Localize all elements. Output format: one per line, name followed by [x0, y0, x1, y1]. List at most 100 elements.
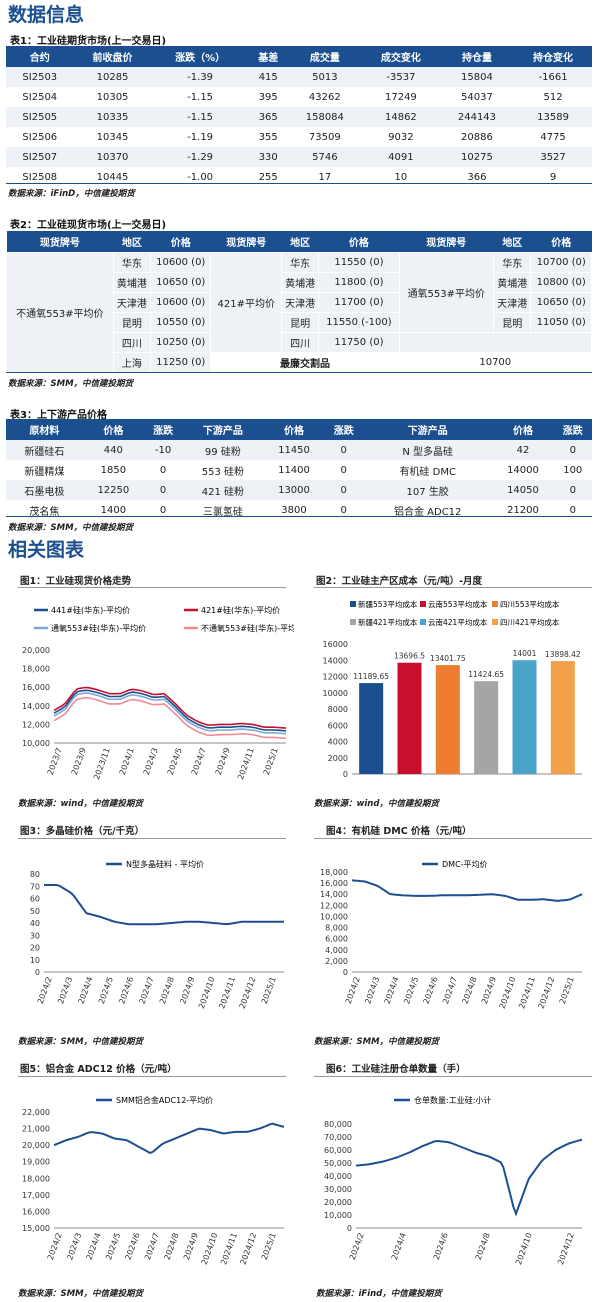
table-cell: 11800 (0) — [318, 271, 400, 293]
x-tick-label: 2025/1 — [262, 747, 280, 777]
x-tick-label: 2024/8 — [158, 976, 176, 1006]
table-cell: 11550 (-100) — [318, 311, 400, 333]
y-tick-label: 6,000 — [325, 935, 348, 944]
table-cell: 12250 — [82, 480, 144, 500]
table-cell: 15804 — [439, 67, 515, 87]
table-cell: 330 — [248, 147, 288, 167]
table-cell: 21200 — [492, 500, 554, 520]
table-cell: 10800 (0) — [530, 271, 592, 293]
section-title-charts: 相关图表 — [8, 539, 85, 561]
table-cell: 421 硅粉 — [182, 480, 264, 500]
x-tick-label: 2023/11 — [92, 747, 112, 781]
table-cell: 14862 — [361, 107, 440, 127]
fig6-title: 图6：工业硅注册仓单数量（手） — [326, 1064, 466, 1075]
x-tick-label: 2024/12 — [238, 976, 258, 1010]
y-tick-label: 10,000 — [22, 739, 50, 748]
bar — [435, 665, 460, 774]
fig4-title: 图4：有机硅 DMC 价格（元/吨） — [326, 826, 472, 837]
y-tick-label: 12000 — [323, 673, 348, 682]
x-tick-label: 2024/7 — [143, 1232, 161, 1262]
table-cell: 365 — [248, 107, 288, 127]
legend-label: N型多晶硅料 - 平均价 — [126, 859, 204, 869]
spot-col-header: 价格 — [150, 231, 211, 252]
y-tick-label: 40 — [30, 919, 40, 928]
table-row: 茂名焦 1400 0 三氯氢硅 3800 0 铝合金 ADC12 21200 0 — [6, 500, 592, 520]
bar-data-label: 13401.75 — [430, 654, 466, 663]
y-tick-label: 14,000 — [22, 702, 50, 711]
x-tick-label: 2024/6 — [422, 976, 440, 1006]
table-cell: SI2506 — [6, 127, 74, 147]
fig3-title: 图3：多晶硅价格（元/千克） — [20, 826, 145, 837]
x-tick-label: 2024/4 — [77, 976, 95, 1006]
table-cell: 1400 — [82, 500, 144, 520]
table-cell: 有机硅 DMC — [362, 460, 493, 480]
table-cell: 0 — [143, 500, 183, 520]
fig5-title: 图5：铝合金 ADC12 价格（元/吨） — [20, 1064, 177, 1075]
legend-label: 441#硅(华东)-平均价 — [51, 605, 130, 615]
table-cell: -1.00 — [151, 167, 249, 187]
table3-caption: 表3：上下游产品价格 — [10, 410, 107, 421]
fig1-title: 图1：工业硅现货价格走势 — [20, 576, 132, 587]
series-line-441 — [53, 689, 287, 732]
table-cell: 昆明 — [280, 311, 320, 333]
table2-source: 数据来源：SMM，中信建投期货 — [8, 379, 134, 389]
table-row: 不通氧553#平均价 华东 10600 (0) 421#平均价 华东 11550 (0) 通… — [6, 251, 592, 373]
price-col-header: 价格 — [492, 419, 554, 440]
table-cell: 黄埔港 — [112, 271, 152, 293]
table-cell: 255 — [248, 167, 288, 187]
spot-col-header: 价格 — [530, 231, 592, 252]
y-tick-label: 50 — [30, 907, 40, 916]
table-cell: 昆明 — [493, 311, 532, 333]
table-cell: 107 生胶 — [362, 480, 493, 500]
table-row: SI2506 10345 -1.19 355 73509 9032 20886 4775 — [6, 127, 592, 147]
table-row: 昆明 10550 (0) 昆明 11550 (-100) 昆明 11050 (0) — [7, 311, 592, 333]
table-cell: 四川 — [280, 331, 320, 353]
x-tick-label: 2024/9 — [480, 976, 498, 1006]
table-cell: -1.19 — [151, 127, 249, 147]
futures-col-header: 基差 — [248, 46, 288, 67]
y-tick-label: 10 — [30, 956, 40, 965]
bar-data-label: 11189.65 — [353, 672, 389, 681]
fig3-source: 数据来源：SMM，中信建投期货 — [18, 1037, 144, 1047]
price-col-header: 涨跌 — [324, 419, 363, 440]
x-tick-label: 2024/10 — [200, 1232, 220, 1266]
fig1-source: 数据来源：wind，中信建投期货 — [18, 799, 143, 809]
table-cell: 3527 — [514, 147, 592, 167]
futures-col-header: 前收盘价 — [73, 46, 152, 67]
table-cell: 3800 — [263, 500, 325, 520]
table-cell: 20886 — [439, 127, 515, 147]
table-cell: 黄埔港 — [280, 271, 320, 293]
table-cell: N 型多晶硅 — [362, 440, 493, 460]
fig4-source: 数据来源：SMM，中信建投期货 — [314, 1037, 440, 1047]
x-tick-label: 2024/6 — [117, 976, 135, 1006]
table-cell: 73509 — [287, 127, 362, 147]
table-cell: 黄埔港 — [493, 271, 532, 293]
table-cell: 9 — [514, 167, 592, 187]
y-tick-label: 2000 — [328, 754, 348, 763]
y-tick-label: 40,000 — [324, 1172, 352, 1181]
legend-label: 云南421平均成本 — [428, 617, 488, 627]
table-row: 新疆硅石 440 -10 99 硅粉 11450 0 N 型多晶硅 42 0 — [6, 440, 592, 460]
series-line-dmc — [351, 879, 583, 902]
table-row: 新疆精煤 1850 0 553 硅粉 11400 0 有机硅 DMC 14000 100 — [6, 460, 592, 480]
x-tick-label: 2024/5 — [402, 976, 420, 1006]
table-cell: 5013 — [287, 67, 362, 87]
series-line-no-oxy-553 — [53, 696, 287, 740]
table-cell: 553 硅粉 — [182, 460, 264, 480]
x-tick-label: 2024/10 — [197, 976, 217, 1010]
table-cell: 0 — [143, 480, 183, 500]
futures-col-header: 持仓变化 — [514, 46, 592, 67]
table-cell: 100 — [553, 460, 592, 480]
table-row: SI2507 10370 -1.29 330 5746 4091 10275 3527 — [6, 147, 592, 167]
legend-swatch — [350, 601, 356, 607]
y-tick-label: 20,000 — [22, 1141, 50, 1150]
table-cell: 三氯氢硅 — [182, 500, 264, 520]
y-tick-label: 0 — [343, 968, 348, 977]
table-cell: 17 — [287, 167, 362, 187]
table-cell: 石墨电极 — [6, 480, 83, 500]
futures-col-header: 持仓量 — [439, 46, 515, 67]
table-cell: 10285 — [73, 67, 152, 87]
table-cell: 440 — [82, 440, 144, 460]
